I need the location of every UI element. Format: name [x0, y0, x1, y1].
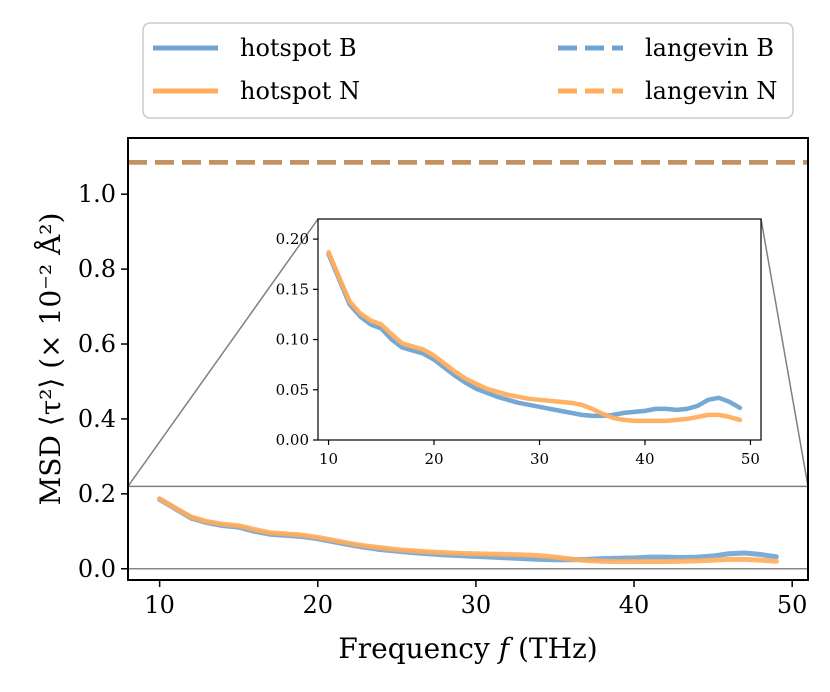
inset-y-tick-label: 0.20 — [276, 230, 309, 248]
series-line-hotspot-n — [157, 496, 779, 565]
y-tick-label: 0.0 — [78, 555, 116, 583]
x-tick-label: 30 — [461, 591, 492, 619]
main-x-axis: 10 20 30 40 50 — [144, 580, 807, 619]
main-plot-area: 10 20 30 40 50 0.0 0.2 0.4 0.6 0.8 1.0 — [78, 137, 809, 619]
inset-plot: 10 20 30 40 50 0.00 0.05 0.10 0.15 0.20 — [276, 218, 762, 468]
inset-y-axis: 0.00 0.05 0.10 0.15 0.20 — [276, 230, 318, 449]
legend-label-langevin-n: langevin N — [645, 77, 777, 105]
y-tick-label: 0.4 — [78, 405, 116, 433]
zoom-indicator — [127, 218, 809, 488]
inset-background — [318, 219, 761, 440]
y-tick-label: 1.0 — [78, 180, 116, 208]
inset-x-tick-label: 20 — [424, 450, 443, 468]
inset-y-tick-label: 0.05 — [276, 381, 309, 399]
y-tick-label: 0.2 — [78, 480, 116, 508]
legend-label-hotspot-b: hotspot B — [240, 34, 357, 62]
legend: hotspot B hotspot N langevin B langevin … — [142, 22, 794, 119]
inset-x-tick-label: 50 — [741, 450, 760, 468]
inset-x-tick-label: 40 — [635, 450, 654, 468]
x-tick-label: 10 — [144, 591, 175, 619]
y-tick-label: 0.6 — [78, 330, 116, 358]
x-axis-label: Frequency f (THz) — [338, 632, 597, 665]
zoom-connector-left — [127, 218, 319, 487]
x-tick-label: 40 — [619, 591, 650, 619]
legend-label-langevin-b: langevin B — [645, 34, 774, 62]
zoom-connector-right — [760, 218, 809, 487]
main-y-axis: 0.0 0.2 0.4 0.6 0.8 1.0 — [78, 180, 128, 583]
y-tick-label: 0.8 — [78, 255, 116, 283]
x-tick-label: 20 — [302, 591, 333, 619]
inset-y-tick-label: 0.00 — [276, 431, 309, 449]
inset-x-tick-label: 30 — [530, 450, 549, 468]
legend-frame — [142, 22, 794, 119]
legend-label-hotspot-n: hotspot N — [240, 77, 360, 105]
inset-y-tick-label: 0.10 — [276, 331, 309, 349]
x-tick-label: 50 — [777, 591, 808, 619]
inset-series-line-hotspot-b — [326, 251, 743, 419]
inset-x-axis: 10 20 30 40 50 — [319, 440, 760, 468]
inset-y-tick-label: 0.15 — [276, 280, 309, 298]
inset-x-tick-label: 10 — [319, 450, 338, 468]
y-axis-label: MSD ⟨τ²⟩ (× 10⁻² Å²) — [34, 213, 67, 506]
main-axes-frame — [127, 137, 809, 581]
inset-series-line-hotspot-n — [326, 249, 743, 424]
